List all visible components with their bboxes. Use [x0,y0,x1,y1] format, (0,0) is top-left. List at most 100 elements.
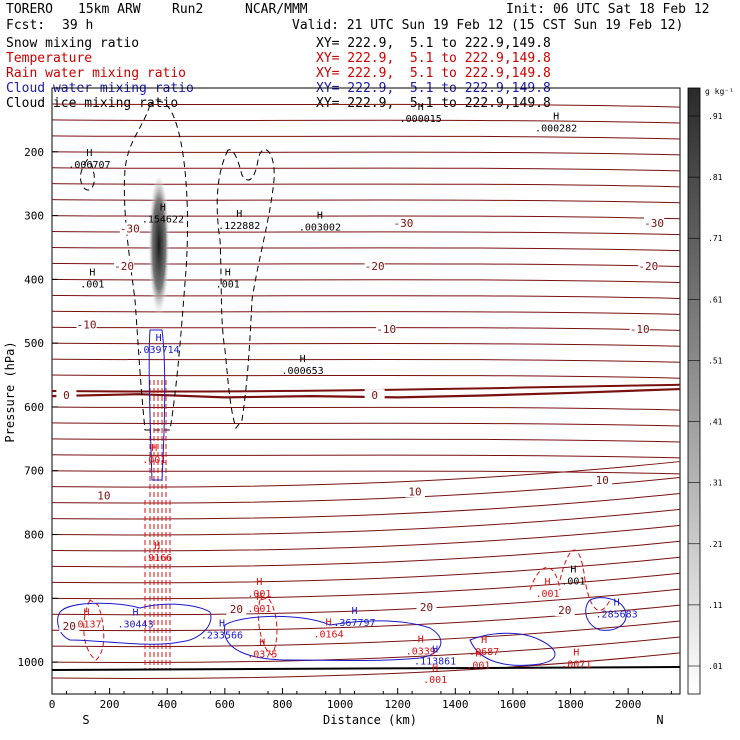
isotherm-line [51,119,681,124]
x-tick-label: 1600 [500,698,527,711]
maximum-marker: H [259,638,265,649]
isotherm-line [51,358,681,363]
x-tick-label: 0 [49,698,56,711]
isotherm-line [51,438,681,443]
y-tick-label: 1000 [18,656,45,669]
x-tick-label: 2000 [615,698,642,711]
maximum-value: .0339 [406,647,436,658]
maximum-value: .233566 [201,631,243,642]
field-snow-xy: XY= 222.9, 5.1 to 222.9,149.8 [316,36,551,51]
y-tick-label: 600 [24,401,44,414]
maxima-labels: H.006707H.154622H.122882H.003002H.000015… [68,102,637,686]
isotherm-label-bg [226,602,247,615]
colorbar-label: .61 [708,295,723,304]
y-tick-labels: 200 300 400 500 600 700 800 900 1000 [18,146,45,669]
maximum-value: .154622 [142,215,184,226]
maximum-marker: H [573,647,579,658]
maximum-value: .001 [535,589,559,600]
x-tick-labels: 0 200 400 600 800 1000 1200 1400 1600 1800 2000 [49,698,642,711]
x-axis-label: Distance (km) [323,713,417,727]
isotherm-label: -10 [77,318,97,331]
isotherm-label-bg [393,216,414,229]
maximum-marker: H [154,541,160,552]
maximum-value: .001 [466,661,490,672]
maximum-marker: H [317,210,323,221]
isotherm-label: -20 [365,260,385,273]
isotherm-line [51,422,681,427]
isotherm-label: 20 [230,603,243,616]
isotherm-line [51,151,681,156]
maximum-value: .039714 [138,345,180,356]
x-tick-label: 200 [100,698,120,711]
isotherm-label: 20 [558,604,571,617]
isotherm-label-bg [644,216,665,229]
isotherm-label: 0 [371,389,378,402]
header-run: Run2 [172,2,204,17]
maximum-value: .0375 [247,650,277,661]
maximum-marker: H [614,598,620,609]
y-tick-label: 800 [24,529,44,542]
x-tick-label: 800 [273,698,293,711]
isotherm-label: 20 [420,601,433,614]
isotherm-line [51,262,681,268]
maximum-value: .0071 [561,659,591,670]
isotherm-label-bg [119,222,140,235]
isotherm-label-bg [93,489,114,502]
isotherm-line [51,652,681,680]
y-axis-label: Pressure (hPa) [3,341,17,442]
isotherm-line [51,588,681,616]
isotherm-label-bg [364,389,385,402]
header-valid: Valid: 21 UTC Sun 19 Feb 12 (15 CST Sun … [292,18,684,33]
maximum-value: .000653 [282,366,324,377]
isotherm-label-bg [364,260,385,273]
maximum-value: .003002 [299,222,341,233]
y-tick-label: 900 [24,592,44,605]
maximum-value: .9166 [142,553,172,564]
field-temperature-xy: XY= 222.9, 5.1 to 222.9,149.8 [316,51,551,66]
maximum-value: .000015 [400,114,442,125]
isotherm-label: -30 [644,217,664,230]
isotherm-label-bg [629,322,650,335]
isotherm-label: 10 [596,474,609,487]
isotherm-labels: -30 -30 -30 -20 -20 -20 -10 -10 -10 0 0 10 10 10 20 20 2… [56,216,665,633]
isotherm-line [51,215,681,220]
isotherm-line [51,508,681,536]
field-temperature-label: Temperature [6,51,93,66]
maximum-value: .001 [142,455,166,466]
maximum-value: .0687 [469,647,499,658]
isotherm-label: -10 [376,323,396,336]
header-fcst-label: Fcst: [6,18,46,33]
isotherm-line [51,572,681,600]
maximum-marker: H [219,619,225,630]
isotherm-label-bg [56,389,77,402]
isotherm-line [51,278,681,284]
axis-ticks [51,151,672,694]
isotherm-line [51,342,681,347]
maximum-marker: H [544,577,550,588]
maximum-value: .006707 [68,160,110,171]
isotherm-label: 10 [97,489,110,502]
maximum-marker: H [418,102,424,113]
maximum-value: .000282 [535,123,577,134]
x-end-label-right: N [656,713,663,727]
isotherm-line [51,540,681,568]
maximum-marker: H [256,577,262,588]
isotherm-line [51,524,681,552]
isotherm-line [51,470,681,475]
maximum-marker: H [432,645,438,656]
isotherm-zero [51,387,681,399]
isotherm-line [51,294,681,299]
ground-line [51,666,681,671]
isotherm-line [51,556,681,584]
maximum-marker: H [300,354,306,365]
maximum-marker: H [418,635,424,646]
colorbar-label: .31 [708,479,723,488]
maximum-marker: H [256,592,262,603]
maximum-value: .001 [247,604,271,615]
snow-shading [148,177,170,327]
cloud-ice-contours [79,100,275,431]
isotherm-line [51,406,681,411]
x-tick-label: 600 [215,698,235,711]
isotherm-line [51,477,681,504]
header-org: NCAR/MMM [245,2,308,17]
